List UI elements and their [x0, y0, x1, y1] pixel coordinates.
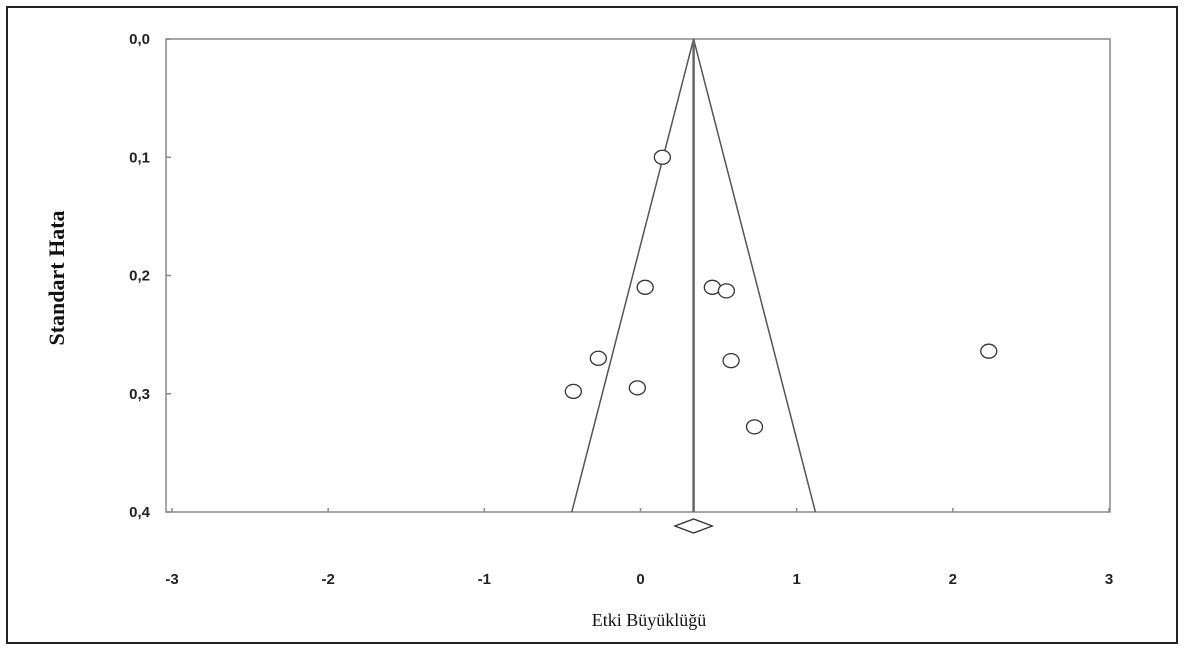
- data-point: [653, 149, 672, 165]
- funnel-left-line: [571, 38, 695, 513]
- data-point: [717, 283, 736, 299]
- y-tick-label: 0,0: [129, 31, 150, 48]
- data-point: [980, 343, 998, 359]
- axis-ticks: -3 -2 -1 0 1 2 3 0,0 0,1 0,2 0,3 0,4: [129, 31, 1113, 588]
- x-tick-label: 2: [949, 571, 957, 588]
- x-tick-label: 3: [1105, 571, 1113, 588]
- data-point: [636, 279, 654, 295]
- y-axis-title: Standart Hata: [44, 210, 69, 345]
- plot-axes: [165, 38, 1111, 513]
- y-tick-label: 0,2: [129, 268, 150, 285]
- y-tick-label: 0,4: [129, 504, 151, 521]
- y-tick-label: 0,1: [129, 149, 150, 166]
- funnel-right-line: [692, 38, 817, 513]
- x-axis-title: Etki Büyüklüğü: [592, 610, 707, 630]
- x-tick-label: -2: [321, 571, 334, 588]
- funnel-lines: [571, 38, 817, 534]
- plot-area-border: [165, 38, 1111, 513]
- data-point: [722, 352, 740, 369]
- x-tick-label: -3: [165, 571, 178, 588]
- data-point: [564, 383, 582, 400]
- study-points: [564, 149, 998, 435]
- x-tick-label: -1: [478, 571, 491, 588]
- figure-frame: -3 -2 -1 0 1 2 3 0,0 0,1 0,2 0,3 0,4 Standart Hata …: [6, 6, 1178, 644]
- x-tick-label: 1: [792, 571, 800, 588]
- funnel-plot: -3 -2 -1 0 1 2 30,00,10,20,30,4 Standart Hata …: [44, 31, 1113, 630]
- data-point: [589, 350, 607, 366]
- x-tick-label: 0: [636, 571, 644, 588]
- data-point: [628, 380, 647, 396]
- data-point: [745, 419, 764, 435]
- y-tick-label: 0,3: [129, 386, 150, 403]
- summary-diamond: [672, 518, 715, 534]
